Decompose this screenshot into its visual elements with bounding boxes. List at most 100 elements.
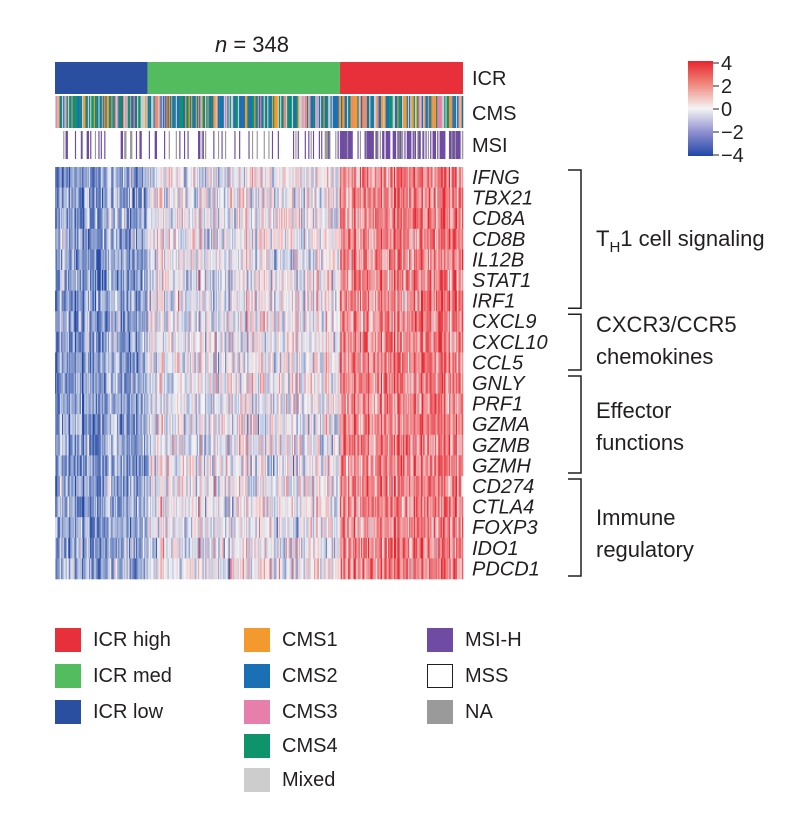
heatmap-cell: [112, 187, 114, 209]
heatmap-cell: [289, 373, 291, 394]
heatmap-cell: [85, 311, 87, 333]
heatmap-cell: [233, 331, 235, 353]
heatmap-cell: [429, 393, 431, 415]
heatmap-cell: [229, 228, 232, 250]
heatmap-cell: [227, 311, 229, 333]
msi-cell: [66, 131, 69, 159]
heatmap-cell: [404, 249, 406, 271]
heatmap-cell: [283, 331, 286, 353]
heatmap-cell: [382, 187, 384, 209]
heatmap-cell: [296, 393, 298, 415]
heatmap-cell: [370, 290, 372, 312]
cms-cell: [385, 96, 388, 128]
cms-cell: [368, 96, 370, 128]
heatmap-cell: [450, 270, 452, 291]
heatmap-cell: [461, 373, 464, 394]
heatmap-cell: [166, 208, 168, 230]
msi-cell: [328, 131, 330, 159]
heatmap-cell: [213, 311, 215, 333]
heatmap-cell: [342, 249, 344, 271]
heatmap-cell: [79, 208, 82, 230]
heatmap-cell: [72, 208, 75, 230]
heatmap-cell: [398, 228, 400, 250]
heatmap-cell: [198, 331, 200, 353]
msi-cell: [323, 131, 325, 159]
heatmap-cell: [370, 270, 372, 291]
heatmap-cell: [420, 249, 423, 271]
cms-cell: [166, 96, 168, 128]
heatmap-cell: [427, 249, 430, 271]
heatmap-cell: [398, 270, 400, 291]
cms-cell: [179, 96, 181, 128]
heatmap-cell: [441, 187, 444, 209]
heatmap-cell: [400, 311, 403, 333]
heatmap-cell: [208, 393, 211, 415]
heatmap-cell: [277, 249, 280, 271]
msi-cell: [282, 131, 284, 159]
heatmap-cell: [358, 373, 361, 394]
heatmap-cell: [293, 373, 295, 394]
cms-cell: [141, 96, 144, 128]
heatmap-cell: [409, 228, 411, 250]
heatmap-cell: [318, 187, 321, 209]
heatmap-cell: [139, 393, 141, 415]
heatmap-cell: [212, 373, 214, 394]
heatmap-cell: [283, 290, 286, 312]
heatmap-cell: [131, 311, 133, 333]
heatmap-cell: [387, 352, 390, 374]
heatmap-cell: [284, 290, 287, 312]
heatmap-cell: [164, 352, 166, 374]
heatmap-cell: [81, 167, 84, 188]
heatmap-cell: [302, 228, 304, 250]
heatmap-cell: [149, 352, 152, 374]
msi-cell: [269, 131, 272, 159]
heatmap-cell: [447, 249, 450, 271]
heatmap-cell: [91, 228, 93, 250]
heatmap-cell: [200, 187, 202, 209]
heatmap-cell: [113, 208, 116, 230]
heatmap-cell: [344, 311, 347, 333]
cms-cell: [324, 96, 327, 128]
heatmap-cell: [327, 290, 329, 312]
heatmap-cell: [235, 270, 238, 291]
heatmap-cell: [159, 414, 161, 436]
heatmap-cell: [241, 373, 243, 394]
cms-cell: [365, 96, 368, 128]
heatmap-cell: [458, 311, 460, 333]
heatmap-cell: [275, 352, 277, 374]
heatmap-cell: [192, 290, 194, 312]
heatmap-cell: [296, 270, 298, 291]
heatmap-cell: [230, 249, 233, 271]
heatmap-cell: [389, 249, 391, 271]
heatmap-cell: [91, 290, 93, 312]
heatmap-cell: [158, 290, 160, 312]
heatmap-cell: [178, 414, 180, 436]
msi-cell: [294, 131, 296, 159]
heatmap-cell: [241, 167, 243, 188]
cms-cell: [436, 96, 438, 128]
heatmap-cell: [124, 331, 126, 353]
heatmap-cell: [293, 331, 295, 353]
heatmap-cell: [147, 167, 150, 188]
heatmap-cell: [455, 393, 458, 415]
heatmap-cell: [119, 393, 121, 415]
heatmap-cell: [70, 270, 72, 291]
heatmap-cell: [134, 414, 137, 436]
heatmap-cell: [110, 270, 112, 291]
heatmap-cell: [87, 228, 90, 250]
heatmap-cell: [402, 373, 404, 394]
heatmap-cell: [152, 331, 154, 353]
heatmap-cell: [353, 228, 356, 250]
heatmap-cell: [100, 167, 103, 188]
heatmap-cell: [274, 373, 276, 394]
heatmap-cell: [228, 352, 230, 374]
msi-cell: [315, 131, 317, 159]
heatmap-cell: [153, 187, 155, 209]
heatmap-cell: [390, 249, 392, 271]
cms-cell: [392, 96, 395, 128]
heatmap-cell: [221, 208, 223, 230]
msi-cell: [350, 131, 352, 159]
heatmap-cell: [342, 311, 344, 333]
heatmap-cell: [339, 331, 342, 353]
